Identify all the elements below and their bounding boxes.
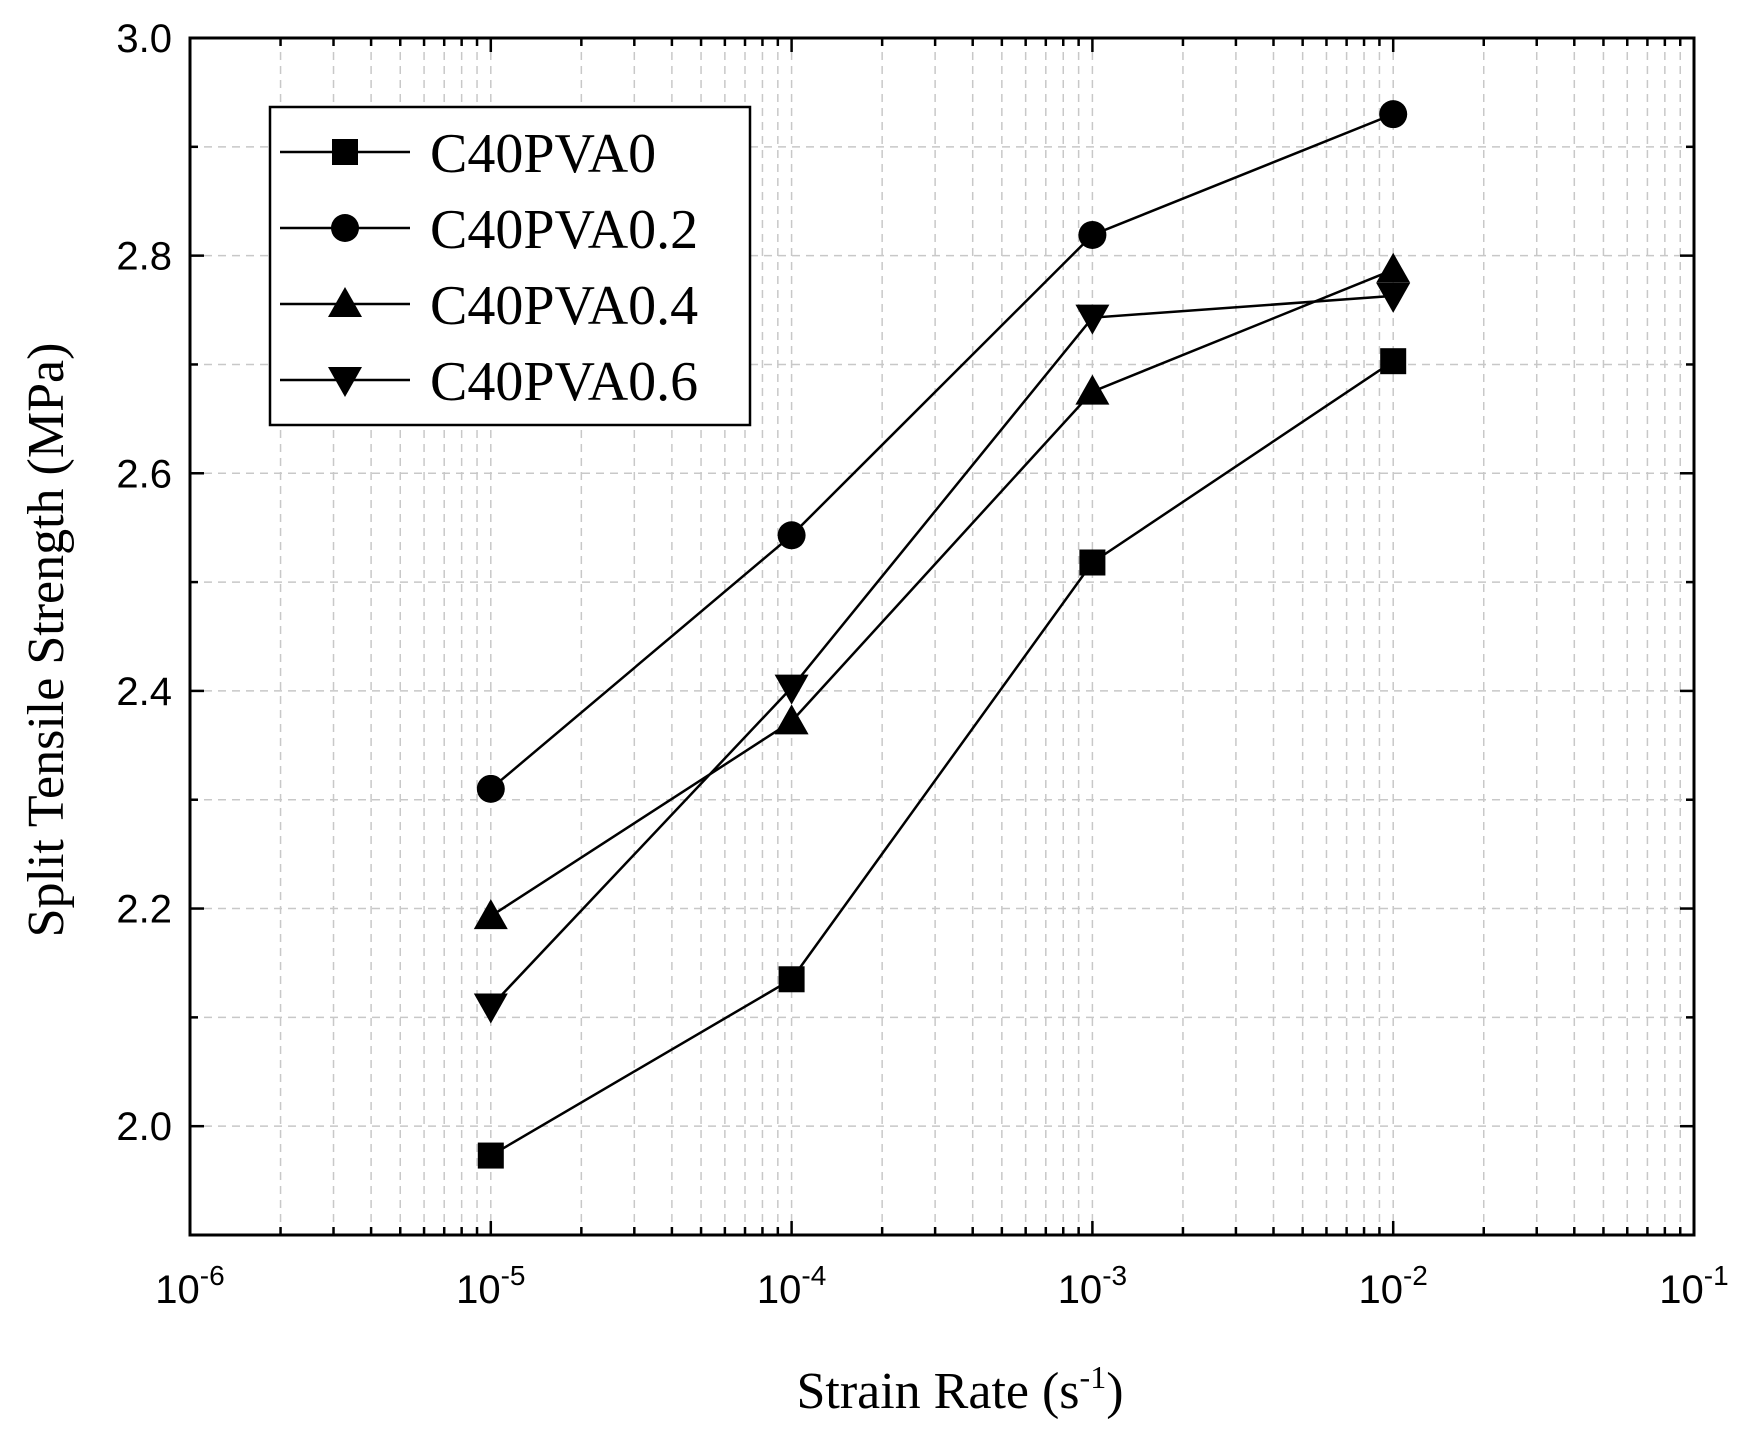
legend-label: C40PVA0.4 (430, 275, 698, 337)
data-point (1075, 374, 1110, 405)
x-tick-base: 10 (1058, 1268, 1103, 1312)
x-tick-base: 10 (1358, 1268, 1403, 1312)
data-point (1078, 220, 1107, 249)
legend-entry: C40PVA0.6 (280, 351, 698, 413)
legend-entry: C40PVA0 (280, 123, 656, 185)
x-tick-base: 10 (1659, 1268, 1704, 1312)
legend-label: C40PVA0.2 (430, 199, 698, 261)
series-line (490, 268, 1394, 918)
series-C40PVA0.6 (473, 282, 1411, 1024)
x-axis-title-main: Strain Rate (s (796, 1363, 1079, 1420)
legend-marker (332, 139, 358, 165)
series-C40PVA0.2 (476, 100, 1408, 803)
data-point (1379, 100, 1408, 129)
x-tick-exponent: -2 (1403, 1260, 1428, 1291)
legend-entry: C40PVA0.2 (280, 199, 698, 261)
x-tick-exponent: -3 (1102, 1260, 1127, 1291)
legend-label: C40PVA0.6 (430, 351, 698, 413)
x-tick-label: 10-6 (155, 1260, 224, 1312)
data-point (1075, 304, 1110, 335)
series-line (489, 113, 1394, 790)
data-point (476, 774, 505, 803)
data-point (1376, 252, 1411, 283)
series-C40PVA0.4 (473, 252, 1411, 930)
data-point (1380, 348, 1407, 375)
x-tick-exponent: -5 (501, 1260, 526, 1291)
x-tick-base: 10 (456, 1268, 501, 1312)
x-axis-title-sup: -1 (1080, 1359, 1107, 1395)
series-line (490, 360, 1394, 1157)
data-point (1079, 549, 1106, 576)
legend-marker (331, 214, 359, 242)
x-tick-label: 10-2 (1358, 1260, 1427, 1312)
x-tick-exponent: -4 (801, 1260, 826, 1291)
axes (188, 36, 1696, 1237)
x-axis-title-end: ) (1106, 1363, 1123, 1420)
legend-marker (328, 287, 362, 317)
x-tick-base: 10 (155, 1268, 200, 1312)
data-point (1376, 282, 1411, 313)
y-tick-label: 3.0 (116, 17, 172, 61)
legend-label: C40PVA0 (430, 123, 656, 185)
legend-marker (328, 367, 362, 397)
y-tick-label: 2.2 (116, 888, 172, 932)
x-tick-label: 10-1 (1659, 1260, 1728, 1312)
x-tick-label: 10-4 (757, 1260, 826, 1312)
legend: C40PVA0 C40PVA0.2 C40PVA0.4 C40PVA0.6 (268, 105, 752, 427)
data-point (777, 521, 806, 550)
x-tick-base: 10 (757, 1268, 802, 1312)
data-point (774, 704, 809, 735)
series-line (489, 294, 1394, 1008)
data-point (477, 1142, 504, 1169)
grid (190, 38, 1694, 1235)
legend-entry: C40PVA0.4 (280, 275, 698, 337)
y-axis-title: Split Tensile Strength (MPa) (18, 343, 75, 938)
x-tick-exponent: -1 (1704, 1260, 1729, 1291)
data-point (473, 993, 508, 1024)
y-tick-label: 2.0 (116, 1105, 172, 1149)
y-tick-label: 2.8 (116, 235, 172, 279)
y-tick-label: 2.6 (116, 452, 172, 496)
x-tick-label: 10-5 (456, 1260, 525, 1312)
x-tick-exponent: -6 (200, 1260, 225, 1291)
series-layer (473, 100, 1411, 1169)
x-tick-label: 10-3 (1058, 1260, 1127, 1312)
tick-labels: 2.02.22.42.62.83.010-6 10-5 10-4 10-3 10-2 10… (116, 17, 1728, 1312)
x-axis-title: Strain Rate (s-1) (796, 1359, 1123, 1420)
data-point (473, 899, 508, 930)
data-point (778, 966, 805, 993)
data-point (774, 674, 809, 705)
series-C40PVA0 (477, 348, 1407, 1169)
plot-frame (188, 36, 1696, 1237)
y-tick-label: 2.4 (116, 670, 172, 714)
